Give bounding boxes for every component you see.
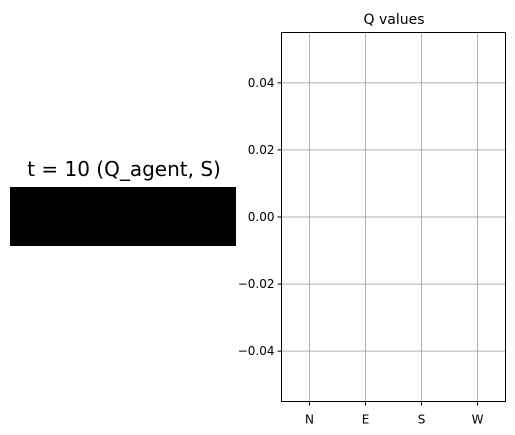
axes-frame xyxy=(281,32,506,402)
x-tick-label: W xyxy=(472,413,484,427)
x-tick-label: E xyxy=(362,413,370,427)
grid-lines xyxy=(281,32,506,402)
chart-title: Q values xyxy=(363,12,424,28)
y-tick-label: −0.04 xyxy=(238,344,275,358)
y-tick-label: 0.04 xyxy=(248,76,275,90)
x-tick-label: N xyxy=(305,413,314,427)
grid-state-image xyxy=(10,187,236,246)
y-tick-label: 0.00 xyxy=(248,210,275,224)
y-tick-label: −0.02 xyxy=(238,277,275,291)
tick-labels: N E S W −0.04 −0.02 0.00 0.02 0.04 xyxy=(238,76,484,427)
x-tick-label: S xyxy=(418,413,426,427)
axis-ticks xyxy=(277,82,478,406)
y-tick-label: 0.02 xyxy=(248,143,275,157)
left-panel-title: t = 10 (Q_agent, S) xyxy=(27,157,221,181)
